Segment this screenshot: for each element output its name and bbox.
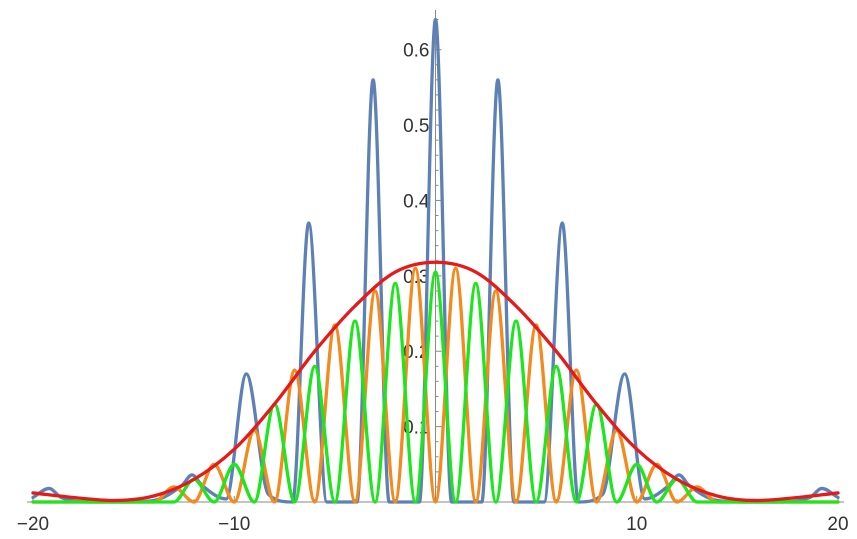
- series-line-orange: [31, 266, 840, 504]
- x-tick-label: 10: [626, 514, 647, 535]
- x-tick-label: −20: [17, 514, 49, 535]
- series-line-red: [31, 260, 840, 503]
- y-tick-label: 0.3: [403, 267, 429, 288]
- y-tick-label: 0.6: [403, 41, 429, 62]
- y-tick-label: 0.5: [403, 116, 429, 137]
- x-tick-label: −10: [218, 514, 250, 535]
- series-line-green: [31, 270, 840, 504]
- series-group: [31, 17, 840, 504]
- y-tick-label: 0.4: [403, 191, 430, 212]
- x-tick-label: 20: [827, 514, 848, 535]
- x-ticks: −20 −10 10 20: [17, 496, 849, 535]
